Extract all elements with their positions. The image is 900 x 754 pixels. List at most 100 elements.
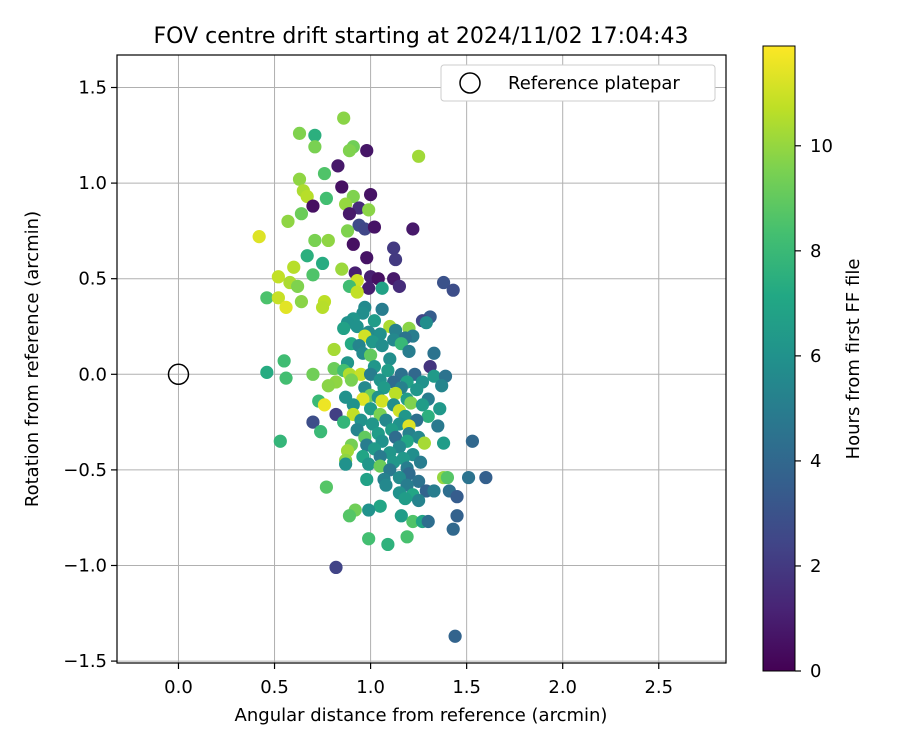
data-point [321, 379, 335, 393]
colorbar-tick-label: 2 [810, 556, 821, 577]
data-point [479, 470, 493, 485]
data-point [317, 166, 332, 181]
data-point [331, 159, 345, 173]
data-point [308, 128, 322, 142]
data-point [335, 262, 349, 276]
data-point [337, 321, 351, 336]
data-point [373, 449, 387, 464]
data-point [402, 344, 416, 358]
data-point [314, 425, 328, 439]
data-point [300, 189, 314, 204]
data-point [450, 490, 464, 504]
y-tick-label: 1.5 [78, 78, 107, 99]
data-point [279, 371, 293, 385]
data-point [435, 379, 449, 393]
data-point [465, 434, 480, 448]
data-point [360, 251, 374, 265]
data-point [421, 514, 435, 529]
data-point [362, 532, 376, 546]
data-point [381, 363, 395, 378]
data-point [379, 478, 393, 492]
data-point [252, 230, 266, 244]
data-point [427, 346, 441, 360]
data-point [436, 275, 451, 290]
y-tick-label: −0.5 [63, 460, 107, 481]
data-point [383, 463, 397, 477]
data-point [363, 367, 378, 381]
data-point [398, 491, 412, 506]
data-point [367, 314, 382, 328]
data-point [410, 382, 424, 397]
data-point [446, 283, 460, 297]
colorbar-tick-label: 8 [810, 241, 821, 262]
data-point [367, 220, 382, 234]
data-point [319, 480, 334, 494]
data-point [308, 140, 322, 154]
y-tick-label: −1.5 [63, 651, 107, 672]
data-point [319, 191, 334, 205]
data-point [306, 268, 320, 282]
data-point [373, 499, 387, 513]
data-point [356, 306, 370, 320]
y-tick-label: −1.0 [63, 555, 107, 576]
y-tick-label: 0.5 [78, 269, 107, 290]
x-tick-label: 2.5 [644, 677, 673, 698]
data-point [400, 530, 414, 544]
data-point [412, 149, 426, 163]
reference-marker-layer [167, 363, 190, 386]
data-point [300, 249, 314, 263]
data-point [394, 509, 408, 523]
data-point [419, 316, 433, 330]
data-point [329, 560, 343, 575]
data-point [421, 409, 435, 423]
data-point [446, 522, 460, 536]
data-point [346, 398, 360, 412]
y-axis-ticks: −1.5 −1.0 −0.5 0.0 0.5 1.0 1.5 [63, 78, 117, 672]
data-point [344, 373, 358, 387]
data-point [406, 222, 420, 236]
colorbar-tick-label: 4 [810, 451, 821, 472]
data-point [412, 493, 426, 508]
data-point [392, 440, 407, 454]
data-point [375, 302, 389, 316]
legend-label: Reference platepar [508, 73, 680, 94]
data-point [381, 537, 395, 552]
data-point [271, 270, 285, 284]
x-tick-label: 0.5 [260, 677, 289, 698]
y-tick-label: 1.0 [78, 173, 107, 194]
data-point [290, 279, 305, 293]
data-point [317, 398, 332, 412]
data-point [273, 434, 287, 448]
data-point [436, 436, 451, 450]
data-point [342, 207, 357, 221]
data-point [315, 300, 330, 314]
data-point [306, 415, 320, 429]
x-tick-label: 0.0 [164, 677, 193, 698]
data-point [327, 342, 341, 357]
y-tick-label: 0.0 [78, 364, 107, 385]
data-point [306, 199, 320, 213]
data-point [383, 352, 397, 366]
data-point [292, 172, 307, 186]
colorbar-gradient [762, 45, 796, 672]
legend: Reference platepar [440, 64, 716, 102]
data-point [362, 203, 376, 217]
data-point [427, 369, 441, 383]
data-point [337, 111, 351, 125]
x-axis-label: Angular distance from reference (arcmin) [235, 705, 608, 726]
data-point [279, 300, 293, 314]
data-point [362, 281, 376, 295]
data-point [342, 509, 357, 523]
data-point [375, 339, 389, 353]
x-tick-label: 1.5 [452, 677, 481, 698]
data-point [413, 455, 428, 469]
colorbar-label: Hours from first FF file [843, 259, 864, 460]
colorbar-tick-label: 10 [810, 136, 833, 157]
data-point [294, 295, 309, 309]
colorbar-ticks: 0 2 4 6 8 10 [795, 136, 833, 682]
data-point [365, 417, 380, 431]
data-point [287, 260, 301, 274]
data-point [342, 143, 357, 158]
